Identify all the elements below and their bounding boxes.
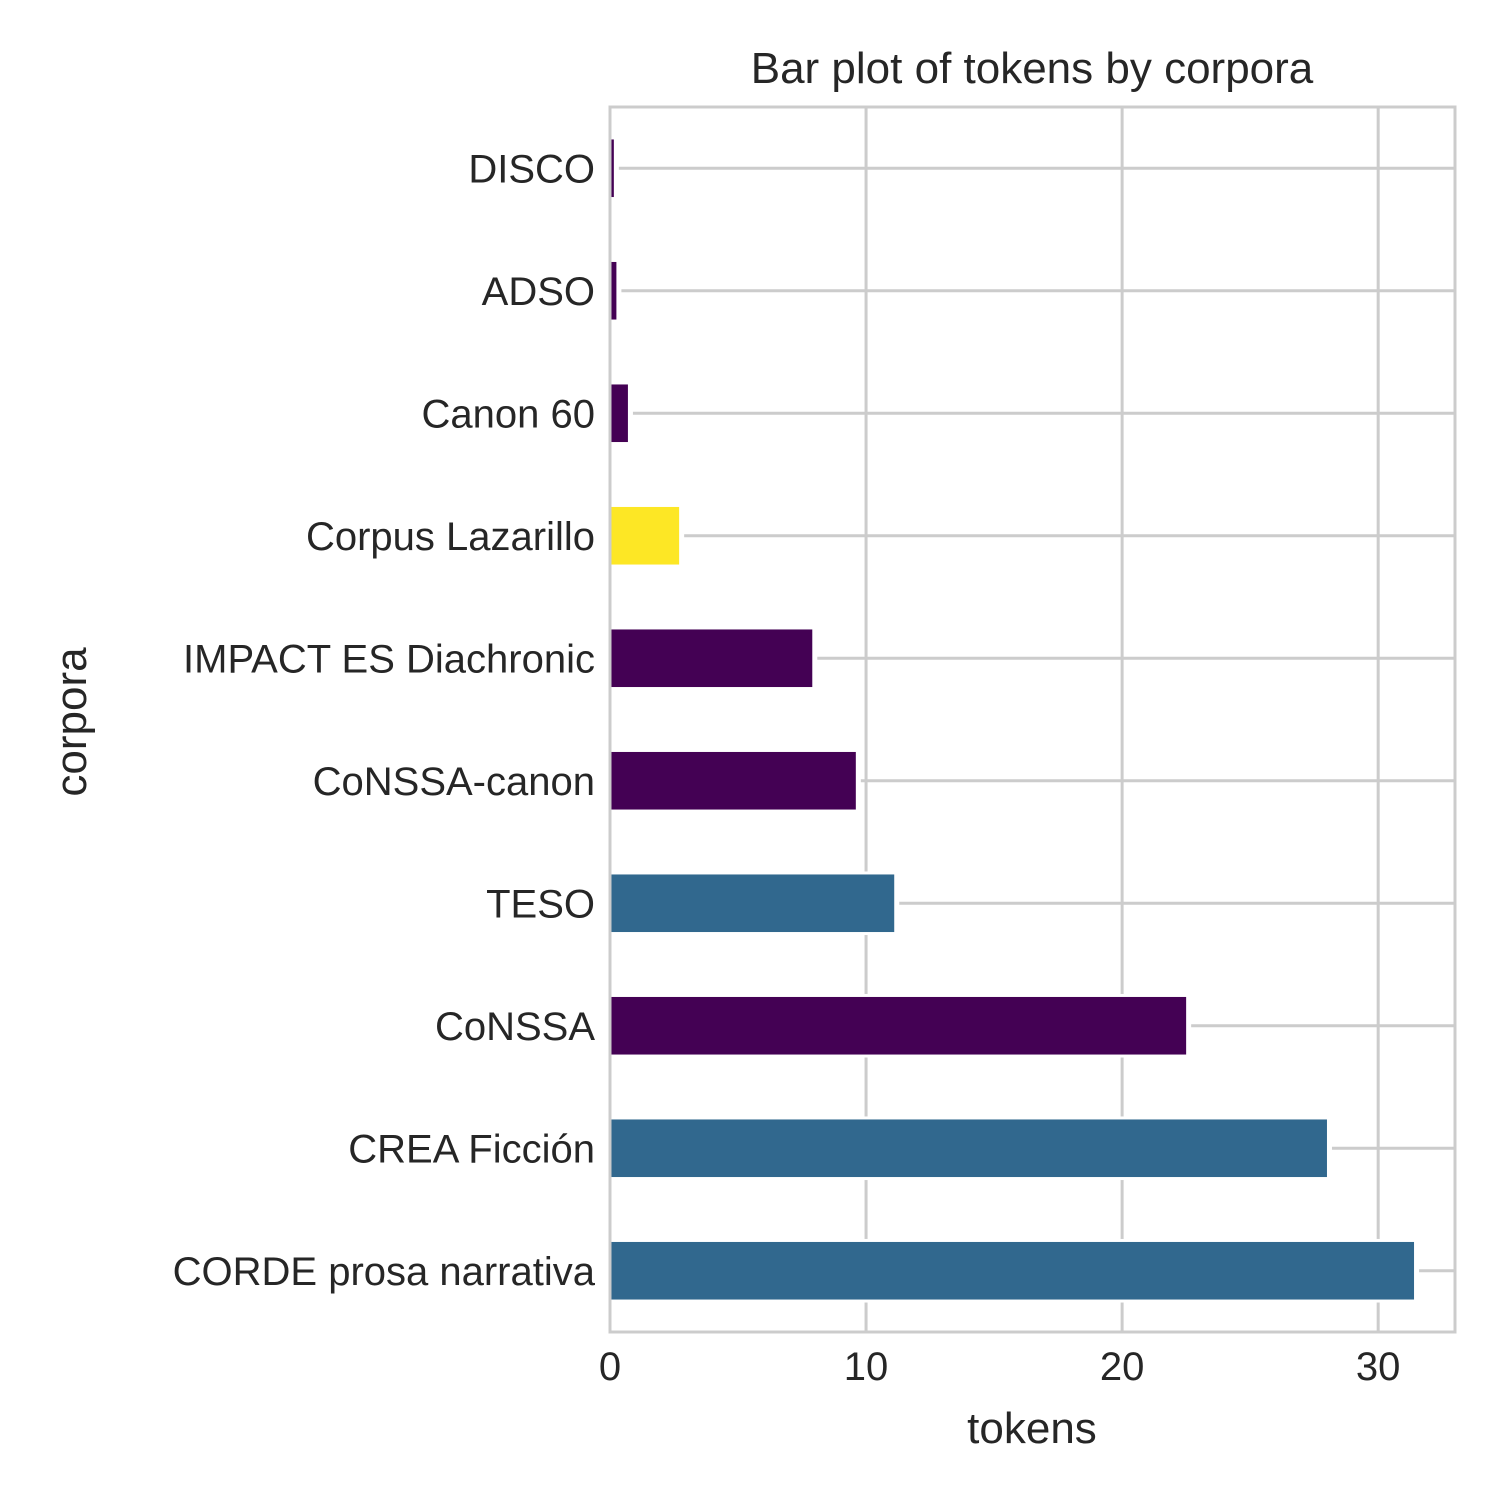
bar-disco — [610, 139, 614, 198]
category-label: ADSO — [482, 270, 595, 314]
plot-frame — [608, 105, 1457, 1334]
x-tick-labels: 0 10 20 30 — [599, 1345, 1401, 1389]
bar-teso — [610, 874, 895, 933]
bar-corde-prosa-narrativa — [610, 1241, 1415, 1300]
bar-conssa-canon — [610, 751, 856, 810]
y-axis-title: corpora — [47, 647, 96, 797]
category-label: CORDE prosa narrativa — [173, 1250, 596, 1294]
x-tick-label: 30 — [1356, 1345, 1401, 1389]
bar-edge — [610, 136, 619, 201]
x-tick-label: 20 — [1100, 1345, 1145, 1389]
category-label: TESO — [486, 882, 595, 926]
chart-title: Bar plot of tokens by corpora — [751, 44, 1314, 93]
category-label: IMPACT ES Diachronic — [183, 637, 595, 681]
bar-conssa — [610, 996, 1187, 1055]
category-label: CREA Ficción — [348, 1127, 595, 1171]
bar-crea-ficci-n — [610, 1119, 1327, 1178]
category-label: CoNSSA — [435, 1005, 595, 1049]
category-label: Canon 60 — [422, 392, 595, 436]
category-label: DISCO — [468, 147, 595, 191]
x-tick-label: 10 — [844, 1345, 889, 1389]
x-axis-title: tokens — [967, 1404, 1097, 1453]
x-tick-label: 0 — [599, 1345, 621, 1389]
category-label: CoNSSA-canon — [313, 760, 595, 804]
bar-impact-es-diachronic — [610, 629, 813, 688]
bars — [610, 136, 1420, 1303]
bar-corpus-lazarillo — [610, 506, 680, 565]
bar-canon-60 — [610, 384, 628, 443]
bar-adso — [610, 261, 617, 320]
category-labels: CORDE prosa narrativa CREA Ficción CoNSSA T… — [173, 147, 596, 1294]
category-label: Corpus Lazarillo — [306, 515, 595, 559]
